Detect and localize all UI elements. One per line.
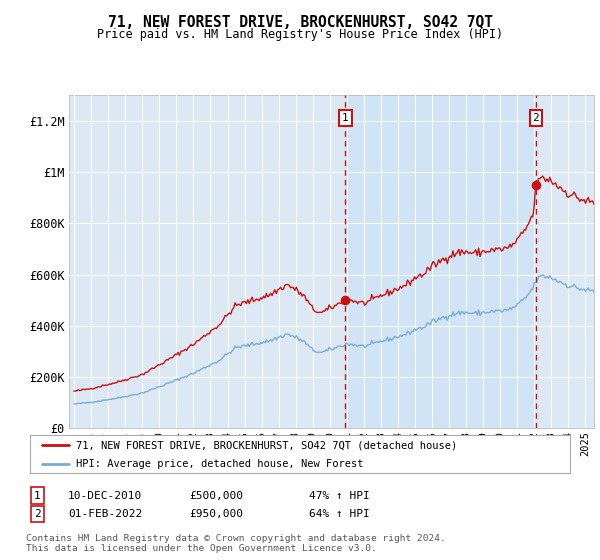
Text: 47% ↑ HPI: 47% ↑ HPI [308, 491, 370, 501]
Text: 2: 2 [532, 113, 539, 123]
Text: 64% ↑ HPI: 64% ↑ HPI [308, 509, 370, 519]
Text: 1: 1 [342, 113, 349, 123]
Text: HPI: Average price, detached house, New Forest: HPI: Average price, detached house, New … [76, 459, 364, 469]
Text: 10-DEC-2010: 10-DEC-2010 [68, 491, 142, 501]
Text: Contains HM Land Registry data © Crown copyright and database right 2024.
This d: Contains HM Land Registry data © Crown c… [26, 534, 446, 553]
Bar [346, 95, 536, 428]
Text: 01-FEB-2022: 01-FEB-2022 [68, 509, 142, 519]
Text: 2: 2 [34, 509, 41, 519]
Text: Price paid vs. HM Land Registry's House Price Index (HPI): Price paid vs. HM Land Registry's House … [97, 28, 503, 41]
Text: 71, NEW FOREST DRIVE, BROCKENHURST, SO42 7QT: 71, NEW FOREST DRIVE, BROCKENHURST, SO42… [107, 15, 493, 30]
Text: 71, NEW FOREST DRIVE, BROCKENHURST, SO42 7QT (detached house): 71, NEW FOREST DRIVE, BROCKENHURST, SO42… [76, 440, 457, 450]
Text: £950,000: £950,000 [189, 509, 243, 519]
Text: 1: 1 [34, 491, 41, 501]
Text: £500,000: £500,000 [189, 491, 243, 501]
